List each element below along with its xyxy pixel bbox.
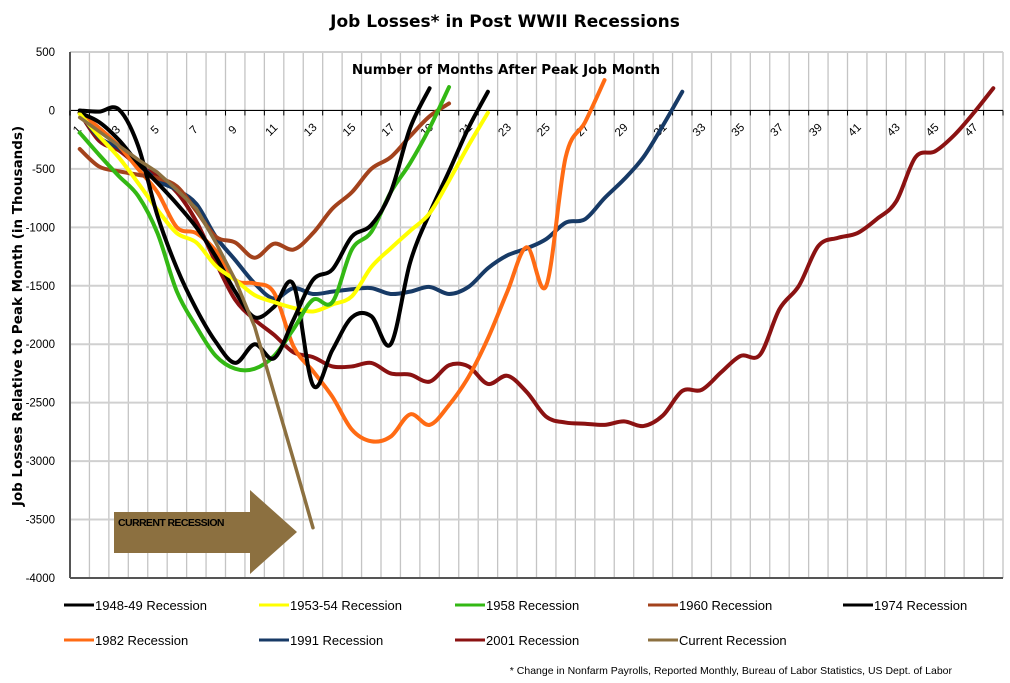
legend-label: 2001 Recession xyxy=(486,633,579,648)
series-line-1953-54-recession xyxy=(77,110,490,314)
arrow-label: CURRENT RECESSION xyxy=(118,517,224,529)
legend-label: 1960 Recession xyxy=(679,598,772,613)
legend-label: 1953-54 Recession xyxy=(290,598,402,613)
y-tick-label: -1000 xyxy=(26,222,55,234)
legend-item: 1982 Recession xyxy=(64,633,188,648)
legend-item: 1958 Recession xyxy=(455,598,579,613)
current-recession-arrow: CURRENT RECESSION xyxy=(114,490,297,574)
series-line-2001-recession xyxy=(77,86,996,429)
series-line-1982-recession xyxy=(77,78,607,444)
series-lines xyxy=(77,78,996,530)
legend-item: 1991 Recession xyxy=(259,633,383,648)
series-line-1974-recession xyxy=(77,86,432,365)
chart-subtitle: Number of Months After Peak Job Month xyxy=(352,62,660,78)
y-tick-label: -3500 xyxy=(26,515,55,527)
legend-item: 2001 Recession xyxy=(455,633,579,648)
y-axis-ticks: 500 0 -500 -1000 -1500 -2000 -2500 -3000 -3500 -4… xyxy=(26,47,55,585)
legend-label: Current Recession xyxy=(679,633,787,648)
legend-item: Current Recession xyxy=(648,633,787,648)
y-tick-label: -2500 xyxy=(26,398,55,410)
legend-label: 1974 Recession xyxy=(874,598,967,613)
y-tick-label: -1500 xyxy=(26,281,55,293)
y-tick-label: -2000 xyxy=(26,339,55,351)
series-line-1960-recession xyxy=(77,101,452,260)
series-line-1948-49-recession xyxy=(77,89,490,390)
y-tick-label: -500 xyxy=(32,164,55,176)
footnote: * Change in Nonfarm Payrolls, Reported M… xyxy=(510,665,953,677)
legend: 1948-49 Recession 1953-54 Recession 1958 R… xyxy=(64,598,967,648)
chart-title: Job Losses* in Post WWII Recessions xyxy=(329,12,680,32)
legend-label: 1982 Recession xyxy=(95,633,188,648)
y-axis-label: Job Losses Relative to Peak Month (in Th… xyxy=(10,126,26,507)
legend-item: 1960 Recession xyxy=(648,598,772,613)
legend-label: 1948-49 Recession xyxy=(95,598,207,613)
y-tick-label: -4000 xyxy=(26,573,55,585)
legend-item: 1974 Recession xyxy=(843,598,967,613)
arrow-shape xyxy=(114,490,297,574)
legend-item: 1948-49 Recession xyxy=(64,598,207,613)
series-line-current-recession xyxy=(77,115,315,530)
y-tick-label: 0 xyxy=(49,105,55,117)
legend-item: 1953-54 Recession xyxy=(259,598,402,613)
legend-label: 1991 Recession xyxy=(290,633,383,648)
y-tick-label: 500 xyxy=(36,47,55,59)
legend-label: 1958 Recession xyxy=(486,598,579,613)
y-tick-label: -3000 xyxy=(26,456,55,468)
